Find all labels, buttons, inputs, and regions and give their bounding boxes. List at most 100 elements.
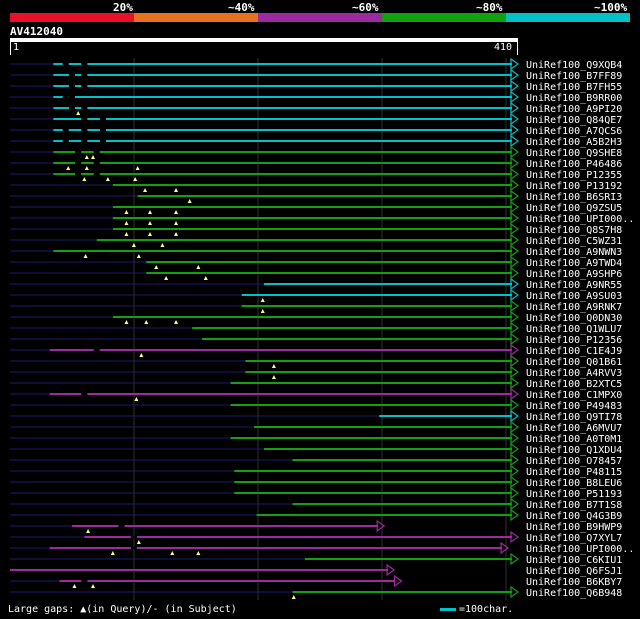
- alignment-end-arrow: [510, 486, 520, 500]
- alignment-end-arrow: [510, 354, 520, 368]
- legend-label-80: ~80%: [476, 1, 503, 14]
- query-gap-triangle: [84, 166, 89, 170]
- alignment-end-arrow: [510, 244, 520, 258]
- alignment-end-arrow: [510, 101, 520, 115]
- query-gap-triangle: [154, 265, 159, 269]
- query-gap-triangle: [91, 584, 96, 588]
- hit-label: UniRef100_Q6FSJ1: [526, 566, 622, 577]
- alignment-end-arrow: [510, 189, 520, 203]
- hit-label: UniRef100_A9NWN3: [526, 247, 622, 258]
- alignment-end-arrow: [510, 222, 520, 236]
- legend-bar-purple: [258, 13, 382, 22]
- legend-label-100: ~100%: [594, 1, 628, 14]
- hit-label: UniRef100_Q0DN30: [526, 313, 622, 324]
- query-name: AV412040: [10, 25, 63, 38]
- hit-label: UniRef100_A9NR55: [526, 280, 622, 291]
- hit-label: UniRef100_Q6B948: [526, 588, 622, 599]
- hit-label: UniRef100_UPI000..: [526, 214, 634, 225]
- query-gap-triangle: [124, 232, 129, 236]
- hit-label: UniRef100_Q8S7H8: [526, 225, 622, 236]
- query-gap-triangle: [83, 254, 88, 258]
- alignment-end-arrow: [510, 200, 520, 214]
- hit-label: UniRef100_A9SHP6: [526, 269, 622, 280]
- alignment-end-arrow: [510, 332, 520, 346]
- legend-label-20: 20%: [113, 1, 133, 14]
- hit-label: UniRef100_Q9XQB4: [526, 60, 622, 71]
- alignment-end-arrow: [510, 145, 520, 159]
- alignment-end-arrow: [510, 167, 520, 181]
- query-gap-triangle: [91, 155, 96, 159]
- query-gap-triangle: [76, 111, 81, 115]
- hit-label: UniRef100_A7QCS6: [526, 126, 622, 137]
- hit-label: UniRef100_Q1WLU7: [526, 324, 622, 335]
- alignment-end-arrow: [510, 442, 520, 456]
- hit-label: UniRef100_UPI000..: [526, 544, 634, 555]
- alignment-end-arrow: [510, 453, 520, 467]
- hit-label: UniRef100_Q01B61: [526, 357, 622, 368]
- alignment-end-arrow: [510, 409, 520, 423]
- alignment-end-arrow: [510, 57, 520, 71]
- alignment-end-arrow: [386, 563, 396, 577]
- query-gap-triangle: [66, 166, 71, 170]
- alignment-end-arrow: [510, 497, 520, 511]
- query-gap-triangle: [174, 320, 179, 324]
- alignment-end-arrow: [510, 255, 520, 269]
- hit-label: UniRef100_Q9ZSU5: [526, 203, 622, 214]
- alignment-end-arrow: [510, 431, 520, 445]
- alignment-end-arrow: [510, 552, 520, 566]
- alignment-end-arrow: [510, 288, 520, 302]
- hit-label: UniRef100_B6SRI3: [526, 192, 622, 203]
- query-gap-triangle: [139, 353, 144, 357]
- hit-label: UniRef100_P46486: [526, 159, 622, 170]
- query-gap-triangle: [84, 155, 89, 159]
- identity-legend: 20% ~40% ~60% ~80% ~100%: [10, 0, 630, 22]
- query-gap-triangle: [170, 551, 175, 555]
- hit-label: UniRef100_B6KBY7: [526, 577, 622, 588]
- query-gap-triangle: [148, 221, 153, 225]
- alignment-end-arrow: [510, 90, 520, 104]
- query-gap-triangle: [86, 529, 91, 533]
- alignment-end-arrow: [510, 112, 520, 126]
- hit-label: UniRef100_Q4G3B9: [526, 511, 622, 522]
- gaps-legend: Large gaps: ▲(in Query)/- (in Subject): [8, 604, 237, 615]
- alignment-end-arrow: [510, 464, 520, 478]
- query-ruler: 1 410: [10, 38, 518, 56]
- alignment-end-arrow: [510, 156, 520, 170]
- query-gap-triangle: [174, 232, 179, 236]
- hit-label: UniRef100_B2XTC5: [526, 379, 622, 390]
- hit-label: UniRef100_A9TWD4: [526, 258, 622, 269]
- alignment-end-arrow: [510, 376, 520, 390]
- ruler-tick-start: [10, 42, 11, 55]
- query-gap-triangle: [131, 243, 136, 247]
- query-gap-triangle: [72, 584, 77, 588]
- query-gap-triangle: [82, 177, 87, 181]
- ruler-line: [10, 38, 518, 42]
- alignment-end-arrow: [393, 574, 403, 588]
- hit-label: UniRef100_B9HWP9: [526, 522, 622, 533]
- alignment-end-arrow: [510, 299, 520, 313]
- legend-label-40: ~40%: [228, 1, 255, 14]
- hit-label: UniRef100_A9RNK7: [526, 302, 622, 313]
- query-gap-triangle: [164, 276, 169, 280]
- query-gap-triangle: [291, 595, 296, 599]
- hit-label: UniRef100_Q9SHE8: [526, 148, 622, 159]
- alignment-end-arrow: [510, 530, 520, 544]
- query-gap-triangle: [260, 298, 265, 302]
- query-gap-triangle: [144, 320, 149, 324]
- alignment-end-arrow: [510, 475, 520, 489]
- query-gap-triangle: [135, 166, 140, 170]
- ruler-start-label: 1: [13, 42, 20, 53]
- query-gap-triangle: [133, 177, 138, 181]
- query-gap-triangle: [136, 254, 141, 258]
- query-gap-triangle: [110, 551, 115, 555]
- query-gap-triangle: [187, 199, 192, 203]
- scale-legend: =100char.: [440, 604, 513, 615]
- alignment-end-arrow: [510, 79, 520, 93]
- hit-label: UniRef100_P13192: [526, 181, 622, 192]
- hit-label: UniRef100_O78457: [526, 456, 622, 467]
- alignment-end-arrow: [510, 233, 520, 247]
- alignment-end-arrow: [510, 134, 520, 148]
- query-gap-triangle: [136, 540, 141, 544]
- legend-bar-orange: [134, 13, 258, 22]
